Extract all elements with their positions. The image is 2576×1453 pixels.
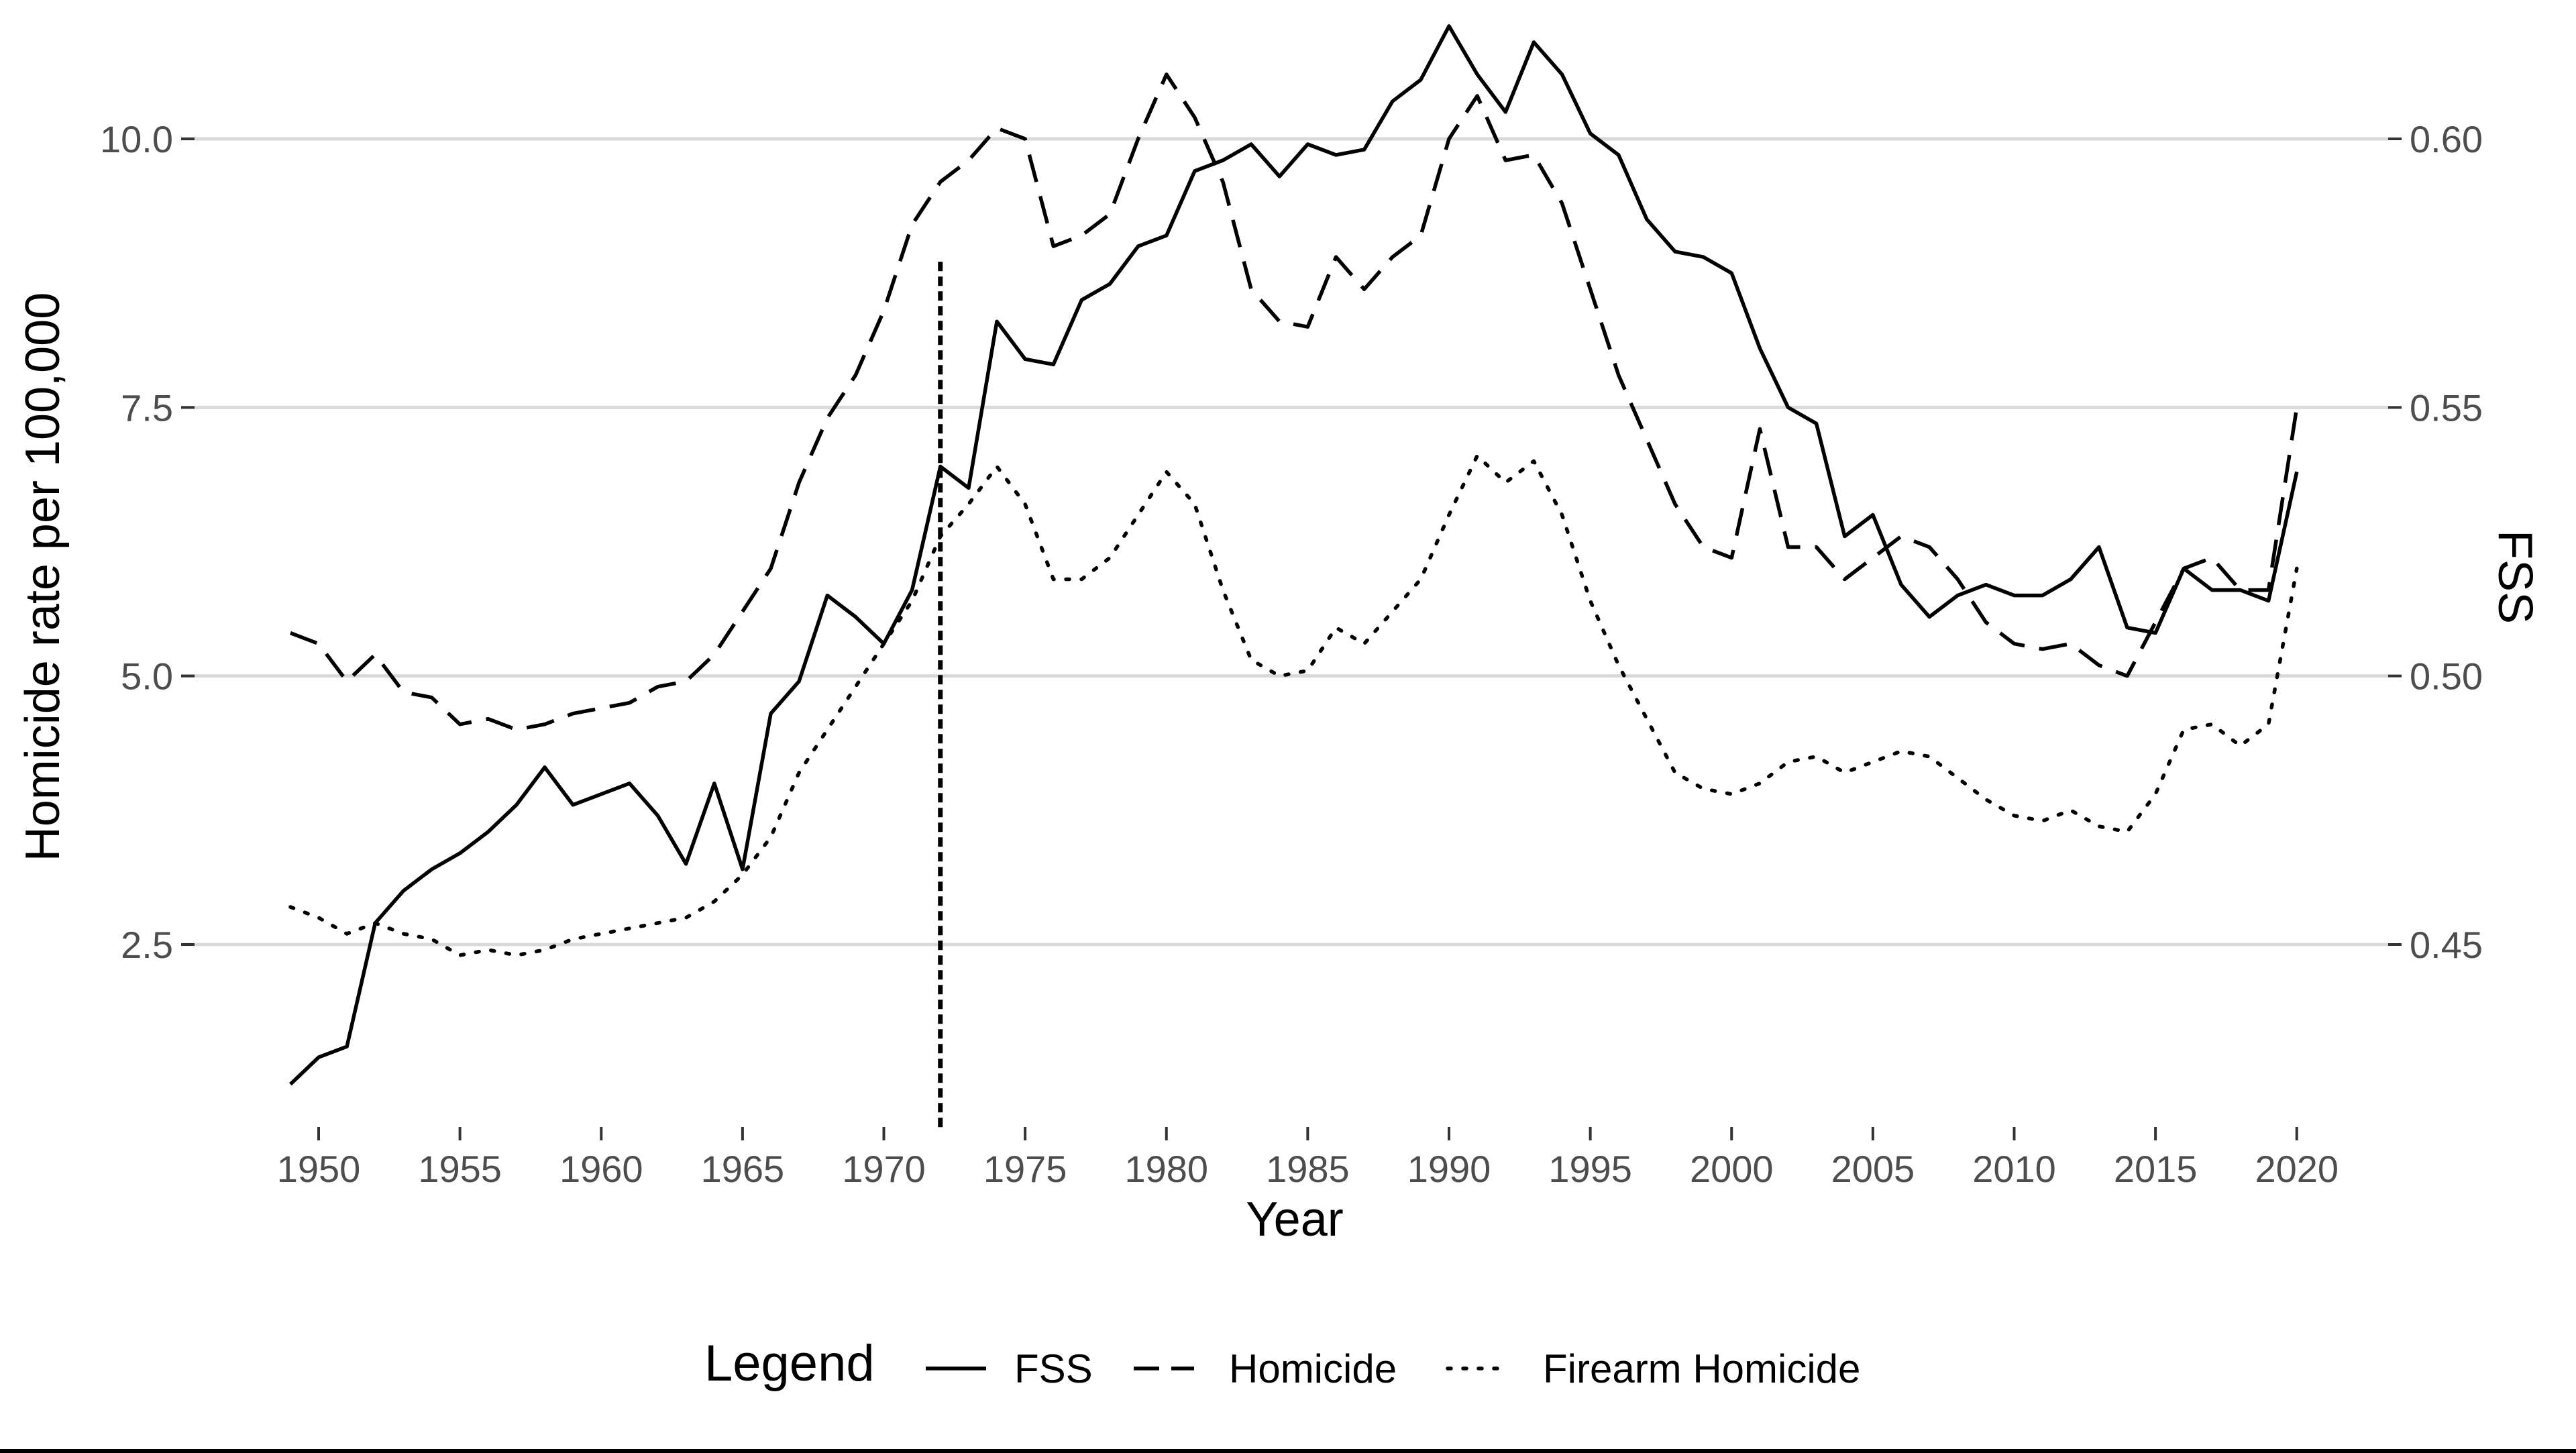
series-line-fss	[289, 24, 2299, 1086]
x-tick-label: 1995	[1548, 1148, 1632, 1190]
series-line-homicide	[289, 72, 2299, 732]
right-tick-label: 0.55	[2410, 386, 2483, 429]
y2-axis-title: FSS	[2488, 530, 2542, 624]
x-axis: 1950 1955 1960 1965 1970 1975 1980 1985 1990 1995…	[277, 1127, 2339, 1190]
x-tick-label: 1955	[418, 1148, 502, 1190]
right-y-axis: 0.45 0.50 0.55 0.60	[2388, 118, 2483, 966]
grid-lines	[181, 137, 2388, 947]
x-tick-label: 1975	[983, 1148, 1067, 1190]
left-tick-label: 2.5	[121, 924, 173, 966]
y-axis-title: Homicide rate per 100,000	[16, 292, 70, 862]
x-tick-label: 1990	[1407, 1148, 1491, 1190]
x-tick-label: 2010	[1972, 1148, 2056, 1190]
right-tick-label: 0.45	[2410, 924, 2483, 966]
x-tick-label: 2000	[1690, 1148, 1774, 1190]
x-tick-label: 1960	[559, 1148, 643, 1190]
legend-title: Legend	[704, 1335, 875, 1392]
left-tick-label: 7.5	[121, 386, 173, 429]
x-axis-title: Year	[1246, 1193, 1343, 1246]
x-tick-label: 2020	[2255, 1148, 2339, 1190]
left-tick-label: 10.0	[100, 118, 173, 160]
series-line-firearm-homicide	[288, 453, 2299, 957]
x-tick-label: 1980	[1124, 1148, 1208, 1190]
x-tick-label: 2015	[2114, 1148, 2198, 1190]
legend-label-homicide: Homicide	[1229, 1346, 1397, 1391]
left-tick-label: 5.0	[121, 655, 173, 698]
legend-items: FSS Homicide Firearm Homicide	[926, 1346, 1860, 1391]
x-tick-label: 1970	[842, 1148, 926, 1190]
x-tick-label: 2005	[1831, 1148, 1915, 1190]
bottom-border	[0, 1449, 2576, 1453]
x-tick-label: 1950	[277, 1148, 361, 1190]
right-tick-label: 0.60	[2410, 118, 2483, 160]
left-y-axis: 2.5 5.0 7.5 10.0	[100, 118, 195, 966]
legend-label-firearm-homicide: Firearm Homicide	[1543, 1346, 1860, 1391]
x-tick-label: 1985	[1266, 1148, 1350, 1190]
legend-label-fss: FSS	[1014, 1346, 1093, 1391]
series-layer	[288, 24, 2299, 1086]
x-tick-label: 1965	[701, 1148, 785, 1190]
right-tick-label: 0.50	[2410, 655, 2483, 698]
legend: Legend FSS Homicide Firearm Homicide	[704, 1335, 1860, 1392]
